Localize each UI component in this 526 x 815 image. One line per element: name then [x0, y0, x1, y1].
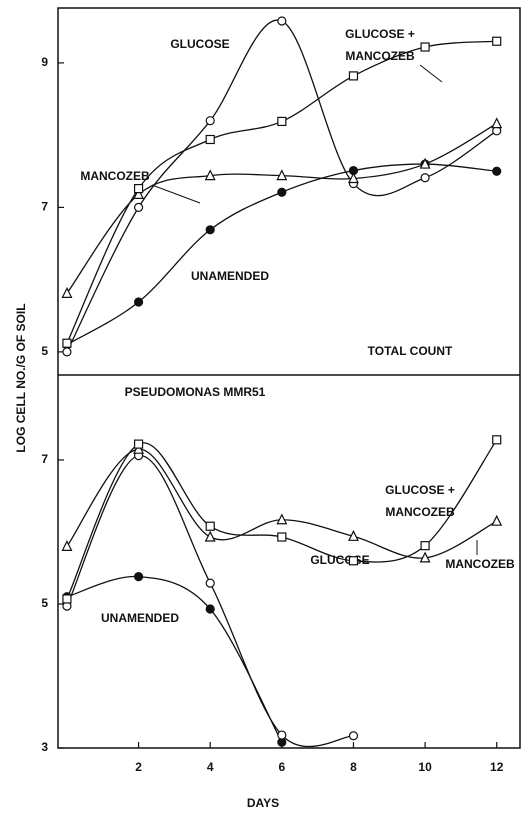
circle-marker: [348, 731, 359, 741]
arrow: [419, 64, 443, 83]
series-label: MANCOZEB: [345, 49, 415, 63]
circle-marker: [277, 16, 287, 26]
square-marker: [420, 42, 430, 52]
triangle-marker: [276, 169, 288, 181]
series-line: [66, 123, 498, 294]
filled-circle-marker: [133, 297, 144, 307]
filled-circle-marker: [277, 187, 287, 197]
triangle-marker: [133, 188, 145, 199]
series-label: GLUCOSE +: [345, 27, 415, 41]
x-tick-label: 12: [490, 760, 504, 774]
triangle-marker: [276, 513, 288, 525]
triangle-marker: [347, 529, 359, 541]
y-tick-label: 5: [41, 344, 48, 358]
triangle-marker: [491, 514, 503, 526]
panel-title: TOTAL COUNT: [368, 344, 453, 358]
square-marker: [205, 521, 215, 531]
square-marker: [62, 338, 72, 348]
series-label: GLUCOSE: [170, 37, 229, 51]
y-tick-label: 7: [41, 452, 48, 466]
series-label: GLUCOSE: [310, 553, 369, 567]
triangle-marker: [491, 117, 503, 129]
square-marker: [420, 541, 430, 551]
series-line: [66, 448, 498, 559]
series-line: [66, 454, 354, 748]
series-line: [66, 19, 498, 353]
square-marker: [277, 532, 287, 542]
filled-circle-marker: [133, 572, 144, 582]
arrow: [151, 184, 201, 204]
square-marker: [348, 71, 359, 81]
square-marker: [133, 184, 144, 194]
square-marker: [348, 556, 359, 566]
circle-marker: [205, 578, 215, 588]
triangle-marker: [419, 157, 431, 169]
circle-marker: [277, 730, 287, 740]
y-axis-label: LOG CELL NO./G OF SOIL: [14, 303, 28, 452]
series-label: UNAMENDED: [191, 269, 269, 283]
triangle-marker: [204, 169, 216, 181]
plot-frame: [57, 7, 521, 749]
y-tick-label: 7: [41, 200, 48, 214]
filled-circle-marker: [205, 225, 215, 235]
y-tick-label: 9: [41, 55, 48, 69]
square-marker: [62, 594, 72, 604]
x-tick-label: 2: [135, 760, 142, 774]
square-marker: [492, 36, 502, 46]
circle-marker: [133, 202, 144, 212]
x-axis-label: DAYS: [247, 796, 279, 810]
square-marker: [277, 116, 287, 127]
triangle-marker: [61, 287, 73, 298]
series-label: GLUCOSE +: [385, 483, 455, 497]
circle-marker: [420, 173, 430, 183]
triangle-marker: [204, 530, 216, 542]
triangle-marker: [347, 172, 359, 184]
panel-title: PSEUDOMONAS MMR51: [125, 385, 266, 399]
triangle-marker: [419, 551, 431, 563]
square-marker: [133, 439, 144, 449]
y-tick-label: 3: [41, 740, 48, 754]
filled-circle-marker: [492, 166, 502, 176]
x-tick-label: 6: [278, 760, 285, 774]
filled-circle-marker: [205, 604, 215, 614]
x-tick-label: 4: [207, 760, 214, 774]
square-marker: [205, 134, 215, 145]
y-tick-label: 5: [41, 596, 48, 610]
series-label: MANCOZEB: [385, 505, 455, 519]
circle-marker: [205, 116, 215, 126]
series-label: MANCOZEB: [445, 557, 515, 571]
series-label: UNAMENDED: [101, 611, 179, 625]
x-tick-label: 10: [418, 760, 432, 774]
x-tick-label: 8: [350, 760, 357, 774]
series-label: MANCOZEB: [80, 169, 150, 183]
square-marker: [492, 435, 502, 445]
series-line: [66, 575, 283, 743]
circle-marker: [62, 347, 72, 357]
triangle-marker: [61, 540, 73, 551]
